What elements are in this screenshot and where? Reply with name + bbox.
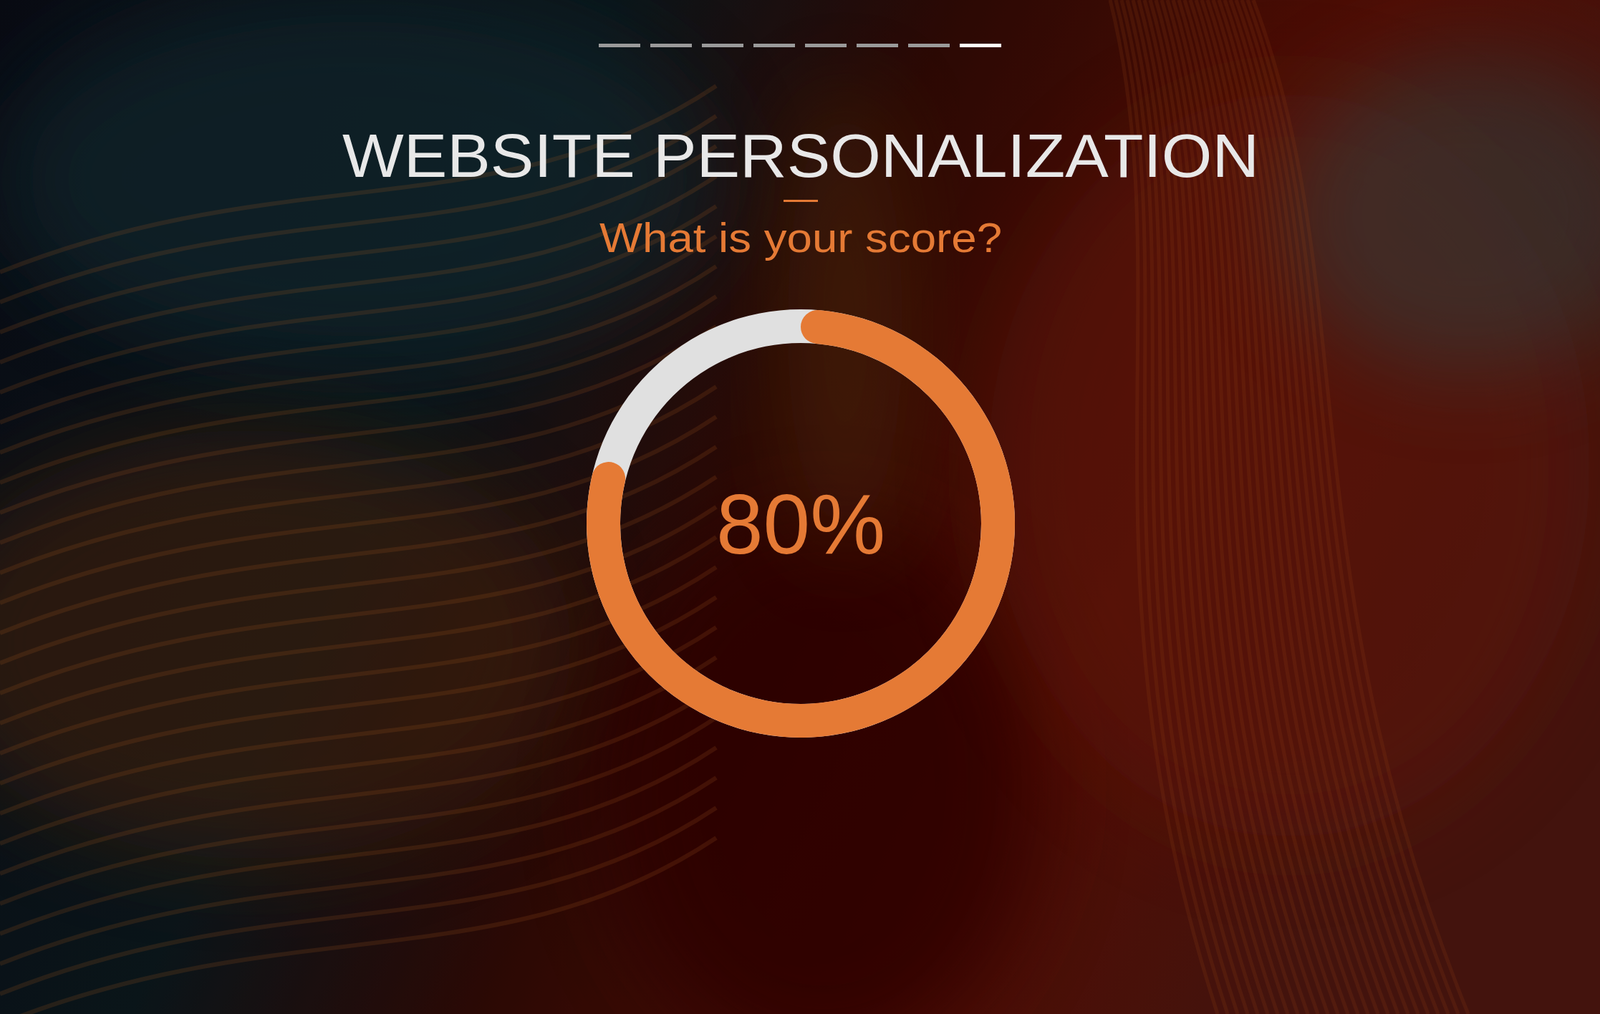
progress-dash[interactable] <box>598 43 641 48</box>
background-fill <box>0 0 1600 1014</box>
gauge-value-arc <box>586 310 1015 738</box>
background-shade <box>0 0 1600 1014</box>
progress-dash[interactable] <box>959 43 1002 48</box>
progress-dash[interactable] <box>856 43 899 48</box>
progress-dash[interactable] <box>908 43 950 48</box>
gauge-track <box>586 309 1015 738</box>
subtitle: What is your score? <box>599 214 1002 261</box>
progress-dash[interactable] <box>650 43 692 48</box>
progress-dash[interactable] <box>753 43 795 48</box>
progress-dash[interactable] <box>805 43 847 48</box>
slide-progress <box>598 43 1002 48</box>
title-divider <box>783 199 818 202</box>
background <box>0 0 1600 1014</box>
chart-canvas: WEBSITE PERSONALIZATION What is your scor… <box>0 0 1600 1014</box>
title: WEBSITE PERSONALIZATION <box>342 121 1260 190</box>
progress-dash[interactable] <box>701 43 744 48</box>
gauge: 80% <box>586 309 1015 738</box>
value-label: 80% <box>716 476 886 572</box>
